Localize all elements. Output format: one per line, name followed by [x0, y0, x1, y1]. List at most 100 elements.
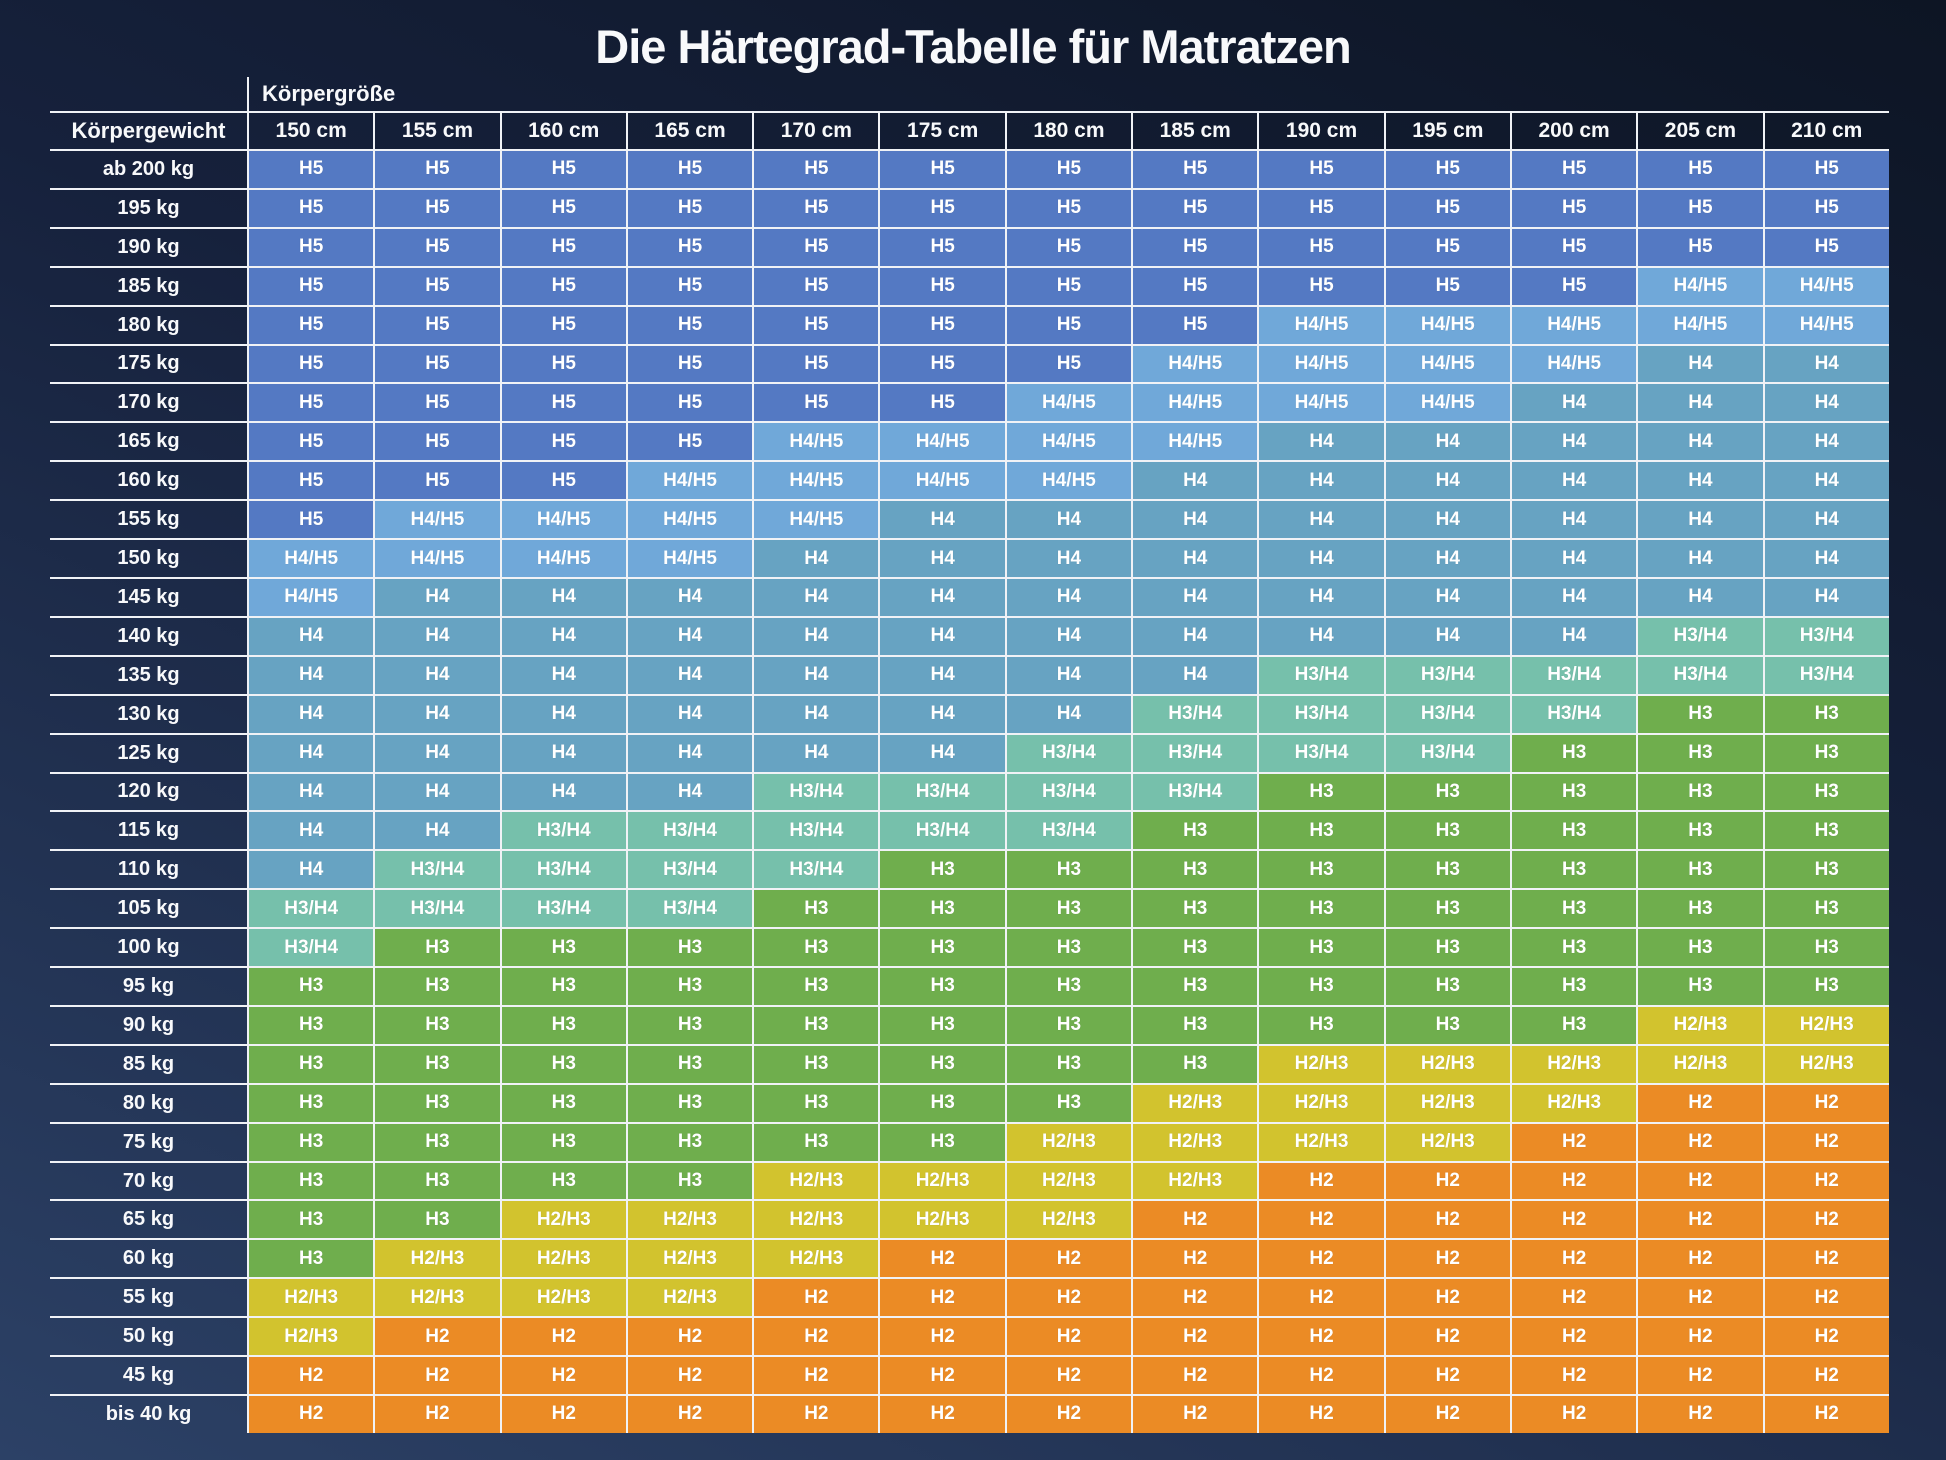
grade-cell: H2: [1383, 1355, 1510, 1394]
grade-cell: H2/H3: [499, 1277, 626, 1317]
grade-cell: H3/H4: [499, 849, 626, 889]
grade-cell: H3: [1636, 771, 1763, 811]
grade-cell: H4: [1004, 576, 1132, 616]
grade-cell: H2: [625, 1394, 753, 1433]
row-label: 115 kg: [50, 810, 247, 849]
grade-cell: H3: [247, 1043, 374, 1083]
grade-cell: H2: [1509, 1394, 1637, 1433]
grade-cell: H2/H3: [1257, 1082, 1384, 1122]
grade-cell: H5: [373, 187, 500, 227]
grade-cell: H2: [1383, 1199, 1510, 1239]
grade-cell: H4/H5: [373, 538, 500, 577]
grade-cell: H2: [878, 1277, 1005, 1317]
grade-cell: H5: [878, 343, 1005, 383]
grade-cell: H4: [1636, 382, 1763, 422]
grade-cell: H4/H5: [1004, 382, 1132, 422]
grade-cell: H4/H5: [1383, 304, 1510, 344]
grade-cell: H3: [373, 927, 500, 967]
column-header: 210 cm: [1762, 111, 1889, 149]
grade-cell: H3: [1636, 693, 1763, 733]
grade-cell: H5: [625, 226, 753, 266]
grade-cell: H2/H3: [1131, 1082, 1258, 1122]
grade-cell: H4: [878, 538, 1005, 577]
grade-cell: H3: [1636, 966, 1763, 1005]
grade-cell: H4: [1131, 460, 1258, 500]
grade-cell: H3: [752, 888, 879, 928]
grade-cell: H4: [752, 615, 879, 655]
grade-cell: H3/H4: [247, 888, 374, 928]
grade-cell: H2: [1762, 1160, 1889, 1200]
grade-cell: H3: [1509, 1004, 1637, 1044]
grade-cell: H3/H4: [625, 849, 753, 889]
grade-cell: H4: [752, 576, 879, 616]
grade-cell: H2: [499, 1355, 626, 1394]
grade-cell: H5: [247, 382, 374, 422]
grade-cell: H2/H3: [1383, 1043, 1510, 1083]
row-label: 180 kg: [50, 304, 247, 344]
grade-cell: H3: [752, 1082, 879, 1122]
grade-cell: H4/H5: [752, 421, 879, 461]
grade-cell: H4/H5: [1004, 421, 1132, 461]
grade-cell: H3: [1131, 1004, 1258, 1044]
grade-cell: H3/H4: [1257, 732, 1384, 772]
grade-cell: H4: [1383, 576, 1510, 616]
grade-cell: H3: [499, 1043, 626, 1083]
grade-cell: H4/H5: [247, 538, 374, 577]
grade-cell: H4: [1509, 421, 1637, 461]
grade-cell: H2/H3: [247, 1316, 374, 1356]
grade-cell: H2: [1257, 1355, 1384, 1394]
grade-cell: H3: [1509, 888, 1637, 928]
grade-cell: H4/H5: [878, 460, 1005, 500]
grade-cell: H3/H4: [1762, 654, 1889, 694]
grade-cell: H2: [1383, 1238, 1510, 1278]
grade-cell: H4: [625, 771, 753, 811]
grade-cell: H4: [247, 810, 374, 850]
grade-cell: H2: [1636, 1121, 1763, 1161]
grade-cell: H4: [1762, 421, 1889, 461]
grade-cell: H4: [499, 576, 626, 616]
grade-cell: H2: [1257, 1199, 1384, 1239]
grade-cell: H3: [1762, 849, 1889, 889]
grade-cell: H3: [1131, 1043, 1258, 1083]
column-header: 165 cm: [625, 111, 753, 149]
grade-cell: H2: [1131, 1355, 1258, 1394]
grade-cell: H2: [373, 1355, 500, 1394]
grade-cell: H3: [1257, 849, 1384, 889]
grade-cell: H3: [499, 1082, 626, 1122]
grade-cell: H5: [1131, 304, 1258, 344]
grade-cell: H5: [247, 149, 374, 188]
row-label: 70 kg: [50, 1160, 247, 1200]
grade-cell: H5: [878, 149, 1005, 188]
grade-cell: H4: [499, 771, 626, 811]
grade-cell: H4: [1131, 499, 1258, 539]
grade-cell: H4: [1636, 421, 1763, 461]
column-header: 160 cm: [499, 111, 626, 149]
grade-cell: H4: [373, 576, 500, 616]
grade-cell: H5: [1383, 187, 1510, 227]
grade-cell: H5: [1004, 265, 1132, 305]
column-header: 195 cm: [1383, 111, 1510, 149]
grade-cell: H4: [1257, 421, 1384, 461]
grade-cell: H5: [247, 265, 374, 305]
grade-cell: H5: [1383, 265, 1510, 305]
grade-cell: H5: [1257, 187, 1384, 227]
grade-cell: H3: [499, 966, 626, 1005]
column-header: 200 cm: [1509, 111, 1637, 149]
grade-cell: H3/H4: [373, 849, 500, 889]
grade-cell: H2/H3: [1131, 1121, 1258, 1161]
grade-cell: H4: [247, 732, 374, 772]
column-header: 180 cm: [1004, 111, 1132, 149]
grade-cell: H5: [1762, 149, 1889, 188]
grade-cell: H2: [373, 1394, 500, 1433]
row-label: 140 kg: [50, 615, 247, 655]
grade-cell: H4: [1131, 615, 1258, 655]
grade-cell: H3/H4: [1383, 654, 1510, 694]
column-header: 155 cm: [373, 111, 500, 149]
grade-cell: H5: [1004, 149, 1132, 188]
row-label: 105 kg: [50, 888, 247, 927]
grade-cell: H4: [247, 771, 374, 811]
grade-cell: H2: [1131, 1277, 1258, 1317]
grade-cell: H2/H3: [1004, 1160, 1132, 1200]
grade-cell: H2: [1762, 1082, 1889, 1122]
grade-cell: H2: [1004, 1277, 1132, 1317]
